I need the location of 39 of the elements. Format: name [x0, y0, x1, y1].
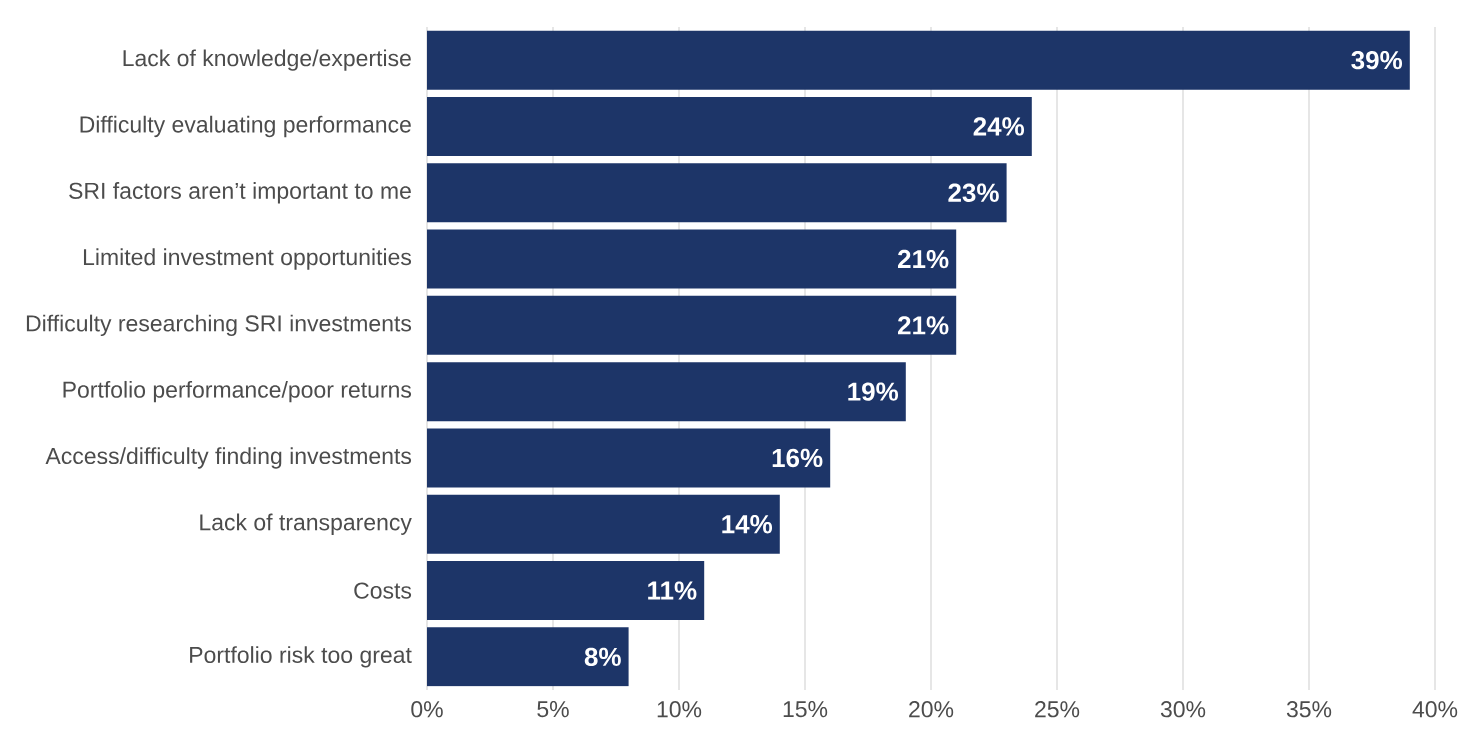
y-tick-label: Costs	[354, 582, 412, 599]
bar	[427, 295, 957, 355]
bar	[427, 627, 629, 687]
data-label: 19%	[848, 382, 899, 401]
data-label: 24%	[973, 117, 1025, 136]
bar	[427, 494, 780, 554]
bar	[427, 30, 1410, 90]
x-tick-label: 5%	[537, 701, 569, 718]
x-tick-label: 35%	[1286, 701, 1332, 718]
bar	[427, 163, 1007, 223]
y-tick-label: Lack of knowledge/expertise	[123, 49, 411, 71]
data-label: 11%	[648, 581, 697, 600]
data-label: 8%	[584, 647, 621, 667]
data-label: 23%	[948, 183, 999, 202]
bar	[427, 96, 1032, 156]
bar	[427, 229, 957, 289]
bar	[427, 561, 705, 621]
x-tick-label: 15%	[783, 701, 828, 718]
data-label: 16%	[772, 448, 823, 468]
x-tick-label: 10%	[657, 701, 702, 718]
data-label: 21%	[898, 316, 949, 335]
x-tick-label: 40%	[1412, 701, 1458, 718]
x-tick-label: 20%	[909, 701, 954, 718]
data-label: 14%	[722, 515, 773, 534]
y-tick-label: Limited investment opportunities	[83, 248, 412, 270]
y-tick-label: Difficulty researching SRI investments	[26, 314, 412, 337]
y-tick-label: Portfolio risk too great	[190, 646, 412, 668]
bar	[427, 428, 831, 488]
x-tick-label: 30%	[1160, 701, 1206, 718]
y-tick-label: Access/difficulty finding investments	[45, 447, 412, 469]
data-label: 39%	[1351, 50, 1403, 70]
y-tick-label: Lack of transparency	[200, 513, 412, 535]
y-tick-label: Difficulty evaluating performance	[80, 115, 411, 138]
y-tick-label: Portfolio performance/poor returns	[63, 380, 412, 403]
data-label: 21%	[898, 249, 949, 269]
bar	[427, 362, 906, 422]
y-tick-label: SRI factors aren’t important to me	[69, 182, 411, 204]
x-tick-label: 0%	[411, 701, 443, 718]
x-tick-label: 25%	[1035, 701, 1080, 718]
